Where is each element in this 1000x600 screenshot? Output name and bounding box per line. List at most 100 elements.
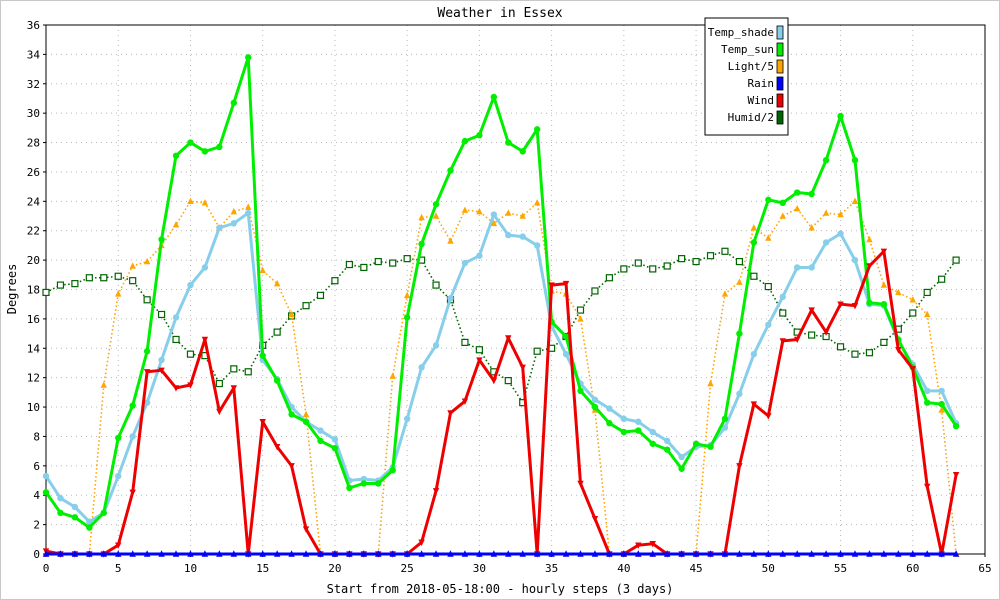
data-point-light-5 [533,199,541,206]
data-point-temp-sun [794,189,801,196]
data-point-humid-2 [273,328,281,336]
y-tick-label: 8 [33,430,40,443]
data-point-wind [129,489,136,496]
data-point-rain [432,550,440,557]
data-point-temp-sun [765,196,772,204]
data-point-wind [808,307,815,314]
data-point-wind [259,419,266,426]
data-point-rain [302,550,310,557]
data-point-temp-sun [230,99,237,107]
x-tick-label: 60 [906,562,919,575]
y-tick-label: 20 [27,254,40,267]
data-point-rain [317,550,324,557]
data-point-humid-2 [461,338,469,346]
data-point-wind [851,302,859,310]
data-point-rain [230,550,237,557]
data-point-humid-2 [678,255,686,263]
data-point-wind [635,542,642,549]
data-point-temp-shade [808,264,815,271]
data-point-light-5 [707,379,714,387]
legend-swatch [776,42,784,57]
data-point-rain [57,550,64,557]
data-point-rain [143,550,151,557]
data-point-temp-sun [360,480,368,487]
data-point-temp-sun [172,152,180,159]
data-point-wind [765,413,772,420]
data-point-humid-2 [475,346,483,354]
data-point-humid-2 [591,287,599,295]
data-point-wind [591,516,599,523]
data-point-light-5 [909,296,916,303]
data-point-humid-2 [186,350,195,358]
data-point-humid-2 [504,377,512,385]
data-point-wind [201,336,209,344]
data-point-temp-sun [273,377,281,384]
data-point-wind [230,385,237,392]
data-point-wind [461,398,469,405]
data-point-temp-sun [880,300,888,308]
data-point-humid-2 [85,274,93,282]
data-point-temp-shade [143,399,151,406]
data-point-temp-sun [245,54,252,61]
data-point-temp-sun [866,299,873,306]
data-point-light-5 [418,213,425,221]
x-tick-label: 35 [545,562,558,575]
data-point-wind [577,480,584,488]
data-point-temp-sun [302,418,310,425]
data-point-humid-2 [909,309,917,317]
data-point-wind [216,408,223,416]
data-point-rain [201,550,209,557]
data-point-temp-shade [461,259,469,267]
y-tick-label: 2 [33,519,40,532]
legend: Temp_shade Temp_sun Light/5 Rain Wind Humid/2 [704,17,789,136]
x-tick-label: 50 [762,562,775,575]
data-point-humid-2 [692,257,700,266]
data-point-temp-shade [606,405,613,412]
data-point-light-5 [822,209,830,216]
data-point-humid-2 [706,252,715,260]
series-line-temp-sun [44,55,958,530]
data-point-rain [678,550,685,557]
data-point-light-5 [115,290,122,297]
data-point-rain [794,550,801,557]
data-point-rain [851,550,859,557]
data-point-wind [952,471,960,479]
data-point-humid-2 [42,288,50,297]
data-point-humid-2 [71,280,79,288]
data-point-wind [447,410,454,417]
series-line-wind [45,249,958,556]
data-point-rain [895,550,902,557]
data-point-rain [779,550,786,557]
data-point-rain [331,550,339,557]
data-point-humid-2 [157,310,166,319]
series-line-light-5 [46,200,957,555]
data-point-rain [750,550,758,557]
x-tick-label: 0 [43,562,50,575]
data-point-temp-sun [187,139,194,146]
data-point-temp-sun [562,333,570,340]
data-point-humid-2 [244,368,252,376]
data-point-humid-2 [172,335,180,344]
data-point-humid-2 [649,265,657,273]
legend-swatch [776,59,784,74]
data-point-wind [143,369,151,376]
y-tick-label: 12 [27,372,40,385]
data-point-temp-sun [100,509,107,517]
data-point-temp-shade [447,295,454,302]
y-tick-label: 24 [27,195,41,208]
data-point-humid-2 [851,350,859,358]
data-point-rain [808,550,815,557]
data-point-wind [909,366,916,373]
data-point-temp-shade [678,453,685,461]
data-point-wind [866,263,873,270]
data-point-rain [389,550,396,557]
data-point-temp-sun [158,236,165,243]
data-point-temp-sun [129,402,136,409]
x-tick-label: 45 [689,562,702,575]
data-point-temp-sun [288,411,295,418]
data-point-rain [663,550,671,557]
data-point-temp-shade [765,321,772,328]
data-point-humid-2 [779,309,787,317]
x-tick-label: 15 [256,562,269,575]
